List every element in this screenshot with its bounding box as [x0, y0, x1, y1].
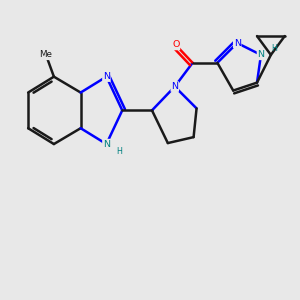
Text: H: H — [116, 148, 122, 157]
Text: N: N — [103, 72, 110, 81]
Text: O: O — [172, 40, 179, 50]
Text: N: N — [103, 140, 110, 148]
Text: N: N — [234, 38, 241, 47]
Text: N: N — [171, 82, 178, 91]
Text: N: N — [257, 50, 265, 59]
Text: Me: Me — [40, 50, 52, 59]
Text: H: H — [271, 44, 277, 53]
